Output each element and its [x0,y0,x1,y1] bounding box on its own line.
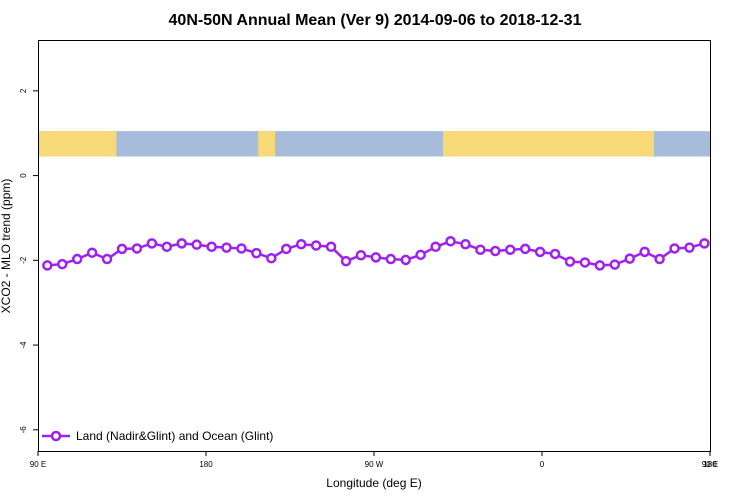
land-segment [443,131,654,157]
data-point [445,236,456,247]
data-point [86,247,98,258]
data-point [594,260,606,271]
data-point [221,242,232,253]
y-tick-label: -6 [19,426,28,434]
data-point [699,238,710,249]
land-segment [38,131,117,157]
series-layer [42,236,710,271]
x-tick-label: 90 E [702,460,718,469]
world-map-strip [38,131,710,157]
data-point [669,243,680,254]
data-point [176,238,187,249]
data-point [236,243,247,254]
data-point [266,252,277,264]
data-point [505,244,516,255]
data-point [609,259,621,270]
data-point [415,249,426,261]
data-point [116,243,128,255]
y-tick-label: 2 [19,88,28,93]
data-point [310,240,322,251]
data-point [654,253,665,265]
data-point [295,238,307,250]
x-axis-title: Longitude (deg E) [326,476,421,490]
data-point [534,246,546,258]
x-tick-label: 90 E [30,460,46,469]
data-point [564,256,576,267]
legend: Land (Nadir&Glint) and Ocean (Glint) [42,429,273,443]
data-point [251,247,262,259]
data-point [281,243,292,255]
data-point [325,241,337,253]
data-point [340,255,352,267]
y-axis-title: XCO2 - MLO trend (ppm) [0,179,13,314]
chart-title: 40N-50N Annual Mean (Ver 9) 2014-09-06 t… [169,12,582,29]
x-tick-label: 180 [199,460,213,469]
data-point [519,243,531,255]
data-point [475,244,486,255]
data-point [57,258,68,270]
x-tick-label: 90 W [365,460,384,469]
legend-marker [50,430,62,442]
legend-label: Land (Nadir&Glint) and Ocean (Glint) [76,429,273,443]
data-point [71,253,83,265]
data-point [624,253,635,264]
land-segment [258,131,276,157]
data-point [370,252,382,263]
data-point [385,253,397,265]
y-tick-label: -2 [19,256,28,264]
data-point [131,243,143,254]
y-tick-label: 0 [19,173,28,178]
data-point [42,260,53,271]
data-point [161,241,173,253]
data-point [684,242,695,253]
data-point [191,239,202,250]
data-point [101,253,113,265]
data-point [549,248,561,260]
data-point [400,254,411,266]
data-point [579,257,591,268]
data-point [639,246,650,258]
x-tick-label: 0 [540,460,545,469]
x-tick-label: 180 [703,460,717,469]
data-point [490,245,501,257]
y-tick-label: -4 [19,341,28,349]
data-point [460,238,471,250]
data-point [146,238,158,249]
plot-frame [38,40,711,452]
data-point [206,241,217,253]
data-point [355,249,367,261]
data-point [430,241,441,253]
y-axis: 2 0 -2 -4 -6 [19,88,38,433]
